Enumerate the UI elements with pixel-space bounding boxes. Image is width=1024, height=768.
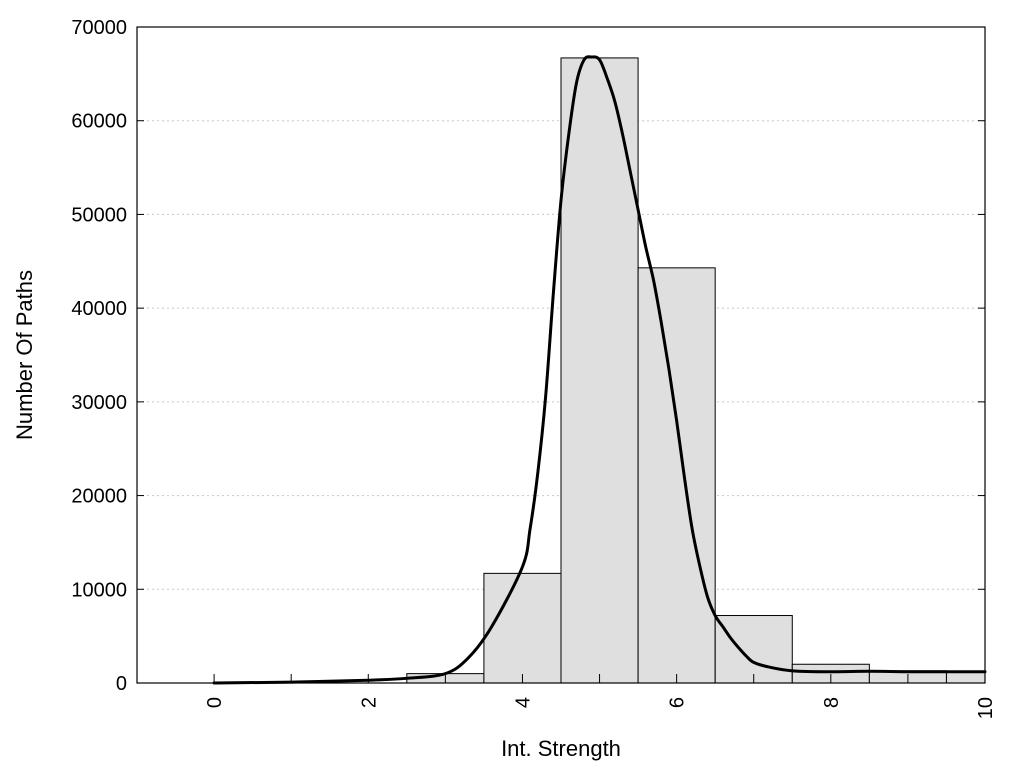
y-tick-label-40000: 40000 [71,298,127,320]
y-tick-label-70000: 70000 [71,17,127,39]
bar-x-7 [714,615,793,684]
x-axis-ticks: 0 2 4 6 8 10 [204,674,997,719]
fit-curve-layer [212,55,987,685]
bar-x-6 [637,267,716,684]
x-tick-label-10: 10 [975,697,997,719]
x-tick-label-6: 6 [667,697,689,708]
y-tick-label-0: 0 [116,673,127,695]
grid-lines [137,120,985,590]
y-tick-label-50000: 50000 [71,204,127,226]
x-tick-label-8: 8 [821,697,843,708]
y-axis-ticks: 0 10000 20000 30000 40000 50000 60000 70000 [71,17,985,695]
y-tick-label-10000: 10000 [71,579,127,601]
y-tick-label-20000: 20000 [71,486,127,508]
bar-x-4 [483,572,562,684]
x-tick-label-4: 4 [512,697,534,708]
bar-x-10 [945,671,986,684]
y-axis-title: Number Of Paths [12,270,37,440]
y-tick-label-30000: 30000 [71,392,127,414]
x-tick-label-2: 2 [358,697,380,708]
fit-curve [212,55,987,685]
x-tick-label-0: 0 [204,697,226,708]
y-tick-label-60000: 60000 [71,111,127,133]
x-axis-title: Int. Strength [501,736,621,761]
plot-frame [136,26,986,684]
